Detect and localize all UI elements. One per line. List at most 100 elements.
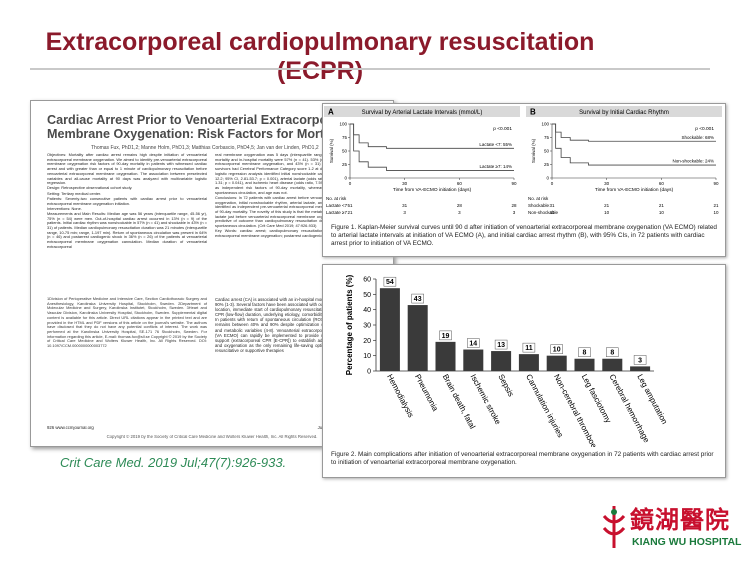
risk-count: 21 [659,203,665,208]
x-tick-label: Hemodialysis [385,373,415,419]
logo-dot [611,509,617,515]
abstract-paragraph: Patients: Seventy-two consecutive patien… [47,195,207,206]
bar [602,358,623,371]
y-tick-label: 10 [363,353,371,360]
abstract-left: Objectives: Mortality after cardiac arre… [47,153,207,293]
intro-text: Cardiac arrest (CA) is associated with a… [215,297,377,353]
risk-count: 3 [458,210,461,215]
copyright: Copyright © 2019 by the Society of Criti… [106,435,318,439]
value-label: 8 [610,350,614,357]
x-tick-label: 60 [457,181,463,186]
y-tick-label: 0 [344,176,347,181]
panel-letter: A [328,108,334,117]
panel-title: Survival by Arterial Lactate Intervals (… [362,110,483,116]
y-tick-label: 25 [342,162,348,167]
bar [491,351,512,371]
panel-title: Survival by Initial Cardiac Rhythm [579,110,669,116]
risk-label: Lactate <7 [326,203,348,208]
risk-count: 10 [604,210,610,215]
y-axis-label: Survival (%) [329,138,334,163]
x-tick-label: 60 [659,181,665,186]
y-tick-label: 25 [544,162,550,167]
value-label: 8 [583,350,587,357]
paper-title: Cardiac Arrest Prior to Venoarterial Ext… [47,113,350,141]
x-tick-label: 90 [713,181,719,186]
bar [463,349,484,371]
risk-count: 41 [549,210,555,215]
bar [546,355,567,371]
abstract-paragraph: Design: Retrospective observational coho… [47,185,133,191]
value-label-box [439,330,452,341]
abstract-paragraph: real membrane oxygenation was 5 days (in… [215,153,377,195]
x-tick-label: 30 [402,181,408,186]
risk-count: 21 [713,203,719,208]
risk-count: 28 [457,203,463,208]
x-tick-label: Pneumonia [413,373,440,413]
bar [574,358,595,371]
panel-header [526,106,722,117]
figure-2: 0 10 20 30 40 50 60 Percentage of patients (%) 5… [322,264,726,478]
y-tick-label: 100 [339,122,347,127]
risk-count: 21 [347,210,353,215]
x-tick-label: Sepsis [496,373,515,398]
risk-count: 31 [549,203,555,208]
bar [435,341,456,371]
risk-label: Lactate ≥7 [326,210,347,215]
value-label-box [411,293,424,304]
panel-letter: B [530,108,536,117]
x-tick-label: 30 [604,181,610,186]
figure-1-caption: Figure 1. Kaplan-Meier survival curves u… [331,224,717,247]
y-axis-label: Survival (%) [531,138,536,163]
value-label-box [494,339,508,350]
curve-label-bg [672,158,714,165]
value-label: 19 [442,333,450,340]
abstract-paragraph: Conclusions: In 72 patients with cardiac… [215,194,377,229]
y-tick-label: 100 [541,122,549,127]
y-tick-label: 50 [544,149,550,154]
value-label-box [633,355,647,365]
abstract-paragraph: Interventions: None. [47,205,82,211]
risk-count: 28 [511,203,517,208]
figure-1: A Survival by Arterial Lactate Intervals … [322,103,726,257]
logo-english: KIANG WU HOSPITAL [632,536,742,548]
value-label-box [383,276,397,287]
logo-chinese: 鏡湖醫院 [630,505,730,534]
x-tick-label: 0 [551,181,554,186]
risk-count: 10 [659,210,665,215]
y-tick-label: 50 [363,292,371,299]
paper-authors: Thomas Fux, PhD1,2; Manne Holm, PhD1,3; … [91,145,319,151]
risk-label: Shockable [528,203,550,208]
risk-title: No. at risk [528,196,549,201]
y-tick-label: 40 [363,307,371,314]
footer-left: 926 www.ccmjournal.org [47,426,94,430]
curve-label-bg [470,141,512,148]
y-tick-label: 0 [546,176,549,181]
x-axis-label: Time from VA-ECMO initiation (days) [393,187,472,193]
y-tick-label: 60 [363,277,371,284]
value-label-box [606,347,619,357]
figure-2-caption: Figure 2. Main complications after initi… [331,451,714,466]
footnotes: 1Division of Perioperative Medicine and … [47,297,207,349]
value-label: 13 [497,342,505,349]
curve-label-bg [672,134,714,141]
survival-charts: A Survival by Arterial Lactate Intervals … [324,106,722,215]
value-label-box [578,347,591,357]
title-rule [30,68,710,70]
bar [379,288,400,371]
abstract-paragraph: Key Words: cardiac arrest; cardiopulmona… [215,228,377,238]
y-tick-label: 50 [342,149,348,154]
curve-label: Lactate ≥7: 14% [480,164,513,169]
curve-label-bg [470,163,512,170]
abstract-paragraph: Setting: Tertiary medical center. [47,190,102,196]
curve-label: Non-shockable: 24% [672,159,714,164]
x-axis-label: Time from VA-ECMO initiation (days) [595,187,674,193]
value-label-box [550,344,563,354]
survival-curve [552,123,716,166]
value-label: 54 [386,279,394,286]
value-label: 43 [414,296,422,303]
bar [518,354,539,371]
value-label: 11 [525,345,533,352]
x-tick-label: 0 [349,181,352,186]
value-label: 10 [553,347,561,354]
abstract-paragraph: Objectives: Mortality after cardiac arre… [47,153,207,186]
